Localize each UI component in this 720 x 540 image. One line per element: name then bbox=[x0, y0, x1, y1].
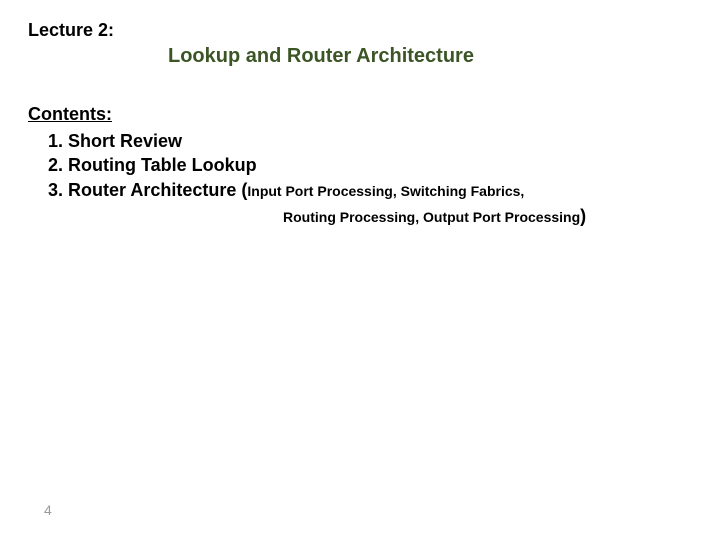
content-item-3-main: 3. Router Architecture ( bbox=[48, 180, 247, 200]
content-item-3-close: ) bbox=[580, 206, 586, 226]
content-item-3-sub1: Input Port Processing, Switching Fabrics… bbox=[247, 183, 524, 199]
contents-heading: Contents: bbox=[28, 104, 692, 125]
content-item-1: 1. Short Review bbox=[48, 129, 692, 153]
content-item-3: 3. Router Architecture (Input Port Proce… bbox=[48, 178, 692, 202]
page-number: 4 bbox=[44, 502, 52, 518]
content-item-2: 2. Routing Table Lookup bbox=[48, 153, 692, 177]
content-item-3-sub2-wrapper: Routing Processing, Output Port Processi… bbox=[283, 202, 692, 231]
lecture-label: Lecture 2: bbox=[28, 20, 692, 41]
lecture-title: Lookup and Router Architecture bbox=[168, 45, 692, 68]
content-item-3-sub2: Routing Processing, Output Port Processi… bbox=[283, 209, 580, 225]
